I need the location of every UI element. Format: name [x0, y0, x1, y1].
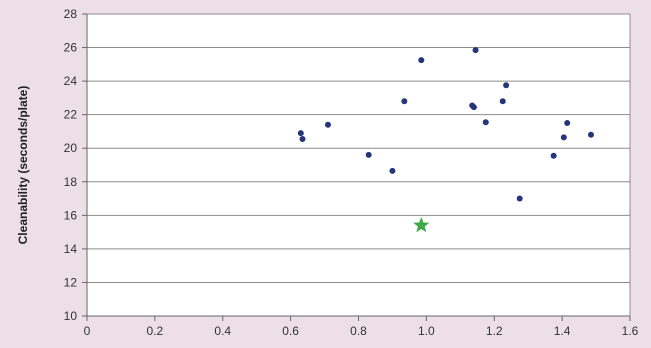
y-tick-label: 18 — [64, 175, 78, 189]
data-point — [324, 121, 331, 128]
y-tick-label: 20 — [64, 141, 78, 155]
data-point — [418, 57, 425, 64]
y-tick-label: 28 — [64, 7, 78, 21]
x-tick-labels: 0 0.2 0.4 0.6 0.8 1.0 1.2 1.4 1.6 — [84, 324, 639, 338]
y-tick-label: 14 — [64, 242, 78, 256]
x-tick-label: 0.6 — [282, 324, 299, 338]
data-point — [550, 152, 557, 159]
data-point — [482, 119, 489, 126]
x-tick-label: 1.0 — [418, 324, 435, 338]
x-tick-label: 0.2 — [147, 324, 164, 338]
y-axis-label: Cleanability (seconds/plate) — [16, 86, 30, 245]
y-tick-labels: 10 12 14 16 18 20 22 24 26 28 — [64, 7, 78, 323]
data-point — [299, 135, 306, 142]
y-tick-label: 10 — [64, 309, 78, 323]
data-point — [470, 104, 477, 111]
data-point — [499, 98, 506, 105]
plot-area — [87, 14, 630, 316]
data-point — [587, 131, 594, 138]
data-point — [389, 167, 396, 174]
x-tick-label: 1.6 — [622, 324, 639, 338]
data-point — [564, 120, 571, 127]
data-point — [401, 98, 408, 105]
axes — [82, 13, 631, 321]
star-data-point — [413, 216, 430, 233]
gridlines — [87, 13, 630, 317]
y-tick-label: 26 — [64, 41, 78, 55]
x-tick-label: 1.2 — [486, 324, 503, 338]
y-tick-label: 22 — [64, 108, 78, 122]
x-tick-label: 0.8 — [350, 324, 367, 338]
data-point — [516, 195, 523, 202]
data-point — [365, 151, 372, 158]
data-point — [297, 130, 304, 137]
data-points — [297, 47, 594, 233]
x-tick-label: 1.4 — [554, 324, 571, 338]
data-point — [472, 47, 479, 54]
data-point — [503, 82, 510, 89]
data-point — [560, 134, 567, 141]
y-tick-label: 24 — [64, 74, 78, 88]
y-tick-label: 12 — [64, 275, 78, 289]
x-tick-label: 0 — [84, 324, 91, 338]
x-tick-label: 0.4 — [214, 324, 231, 338]
y-tick-label: 16 — [64, 208, 78, 222]
